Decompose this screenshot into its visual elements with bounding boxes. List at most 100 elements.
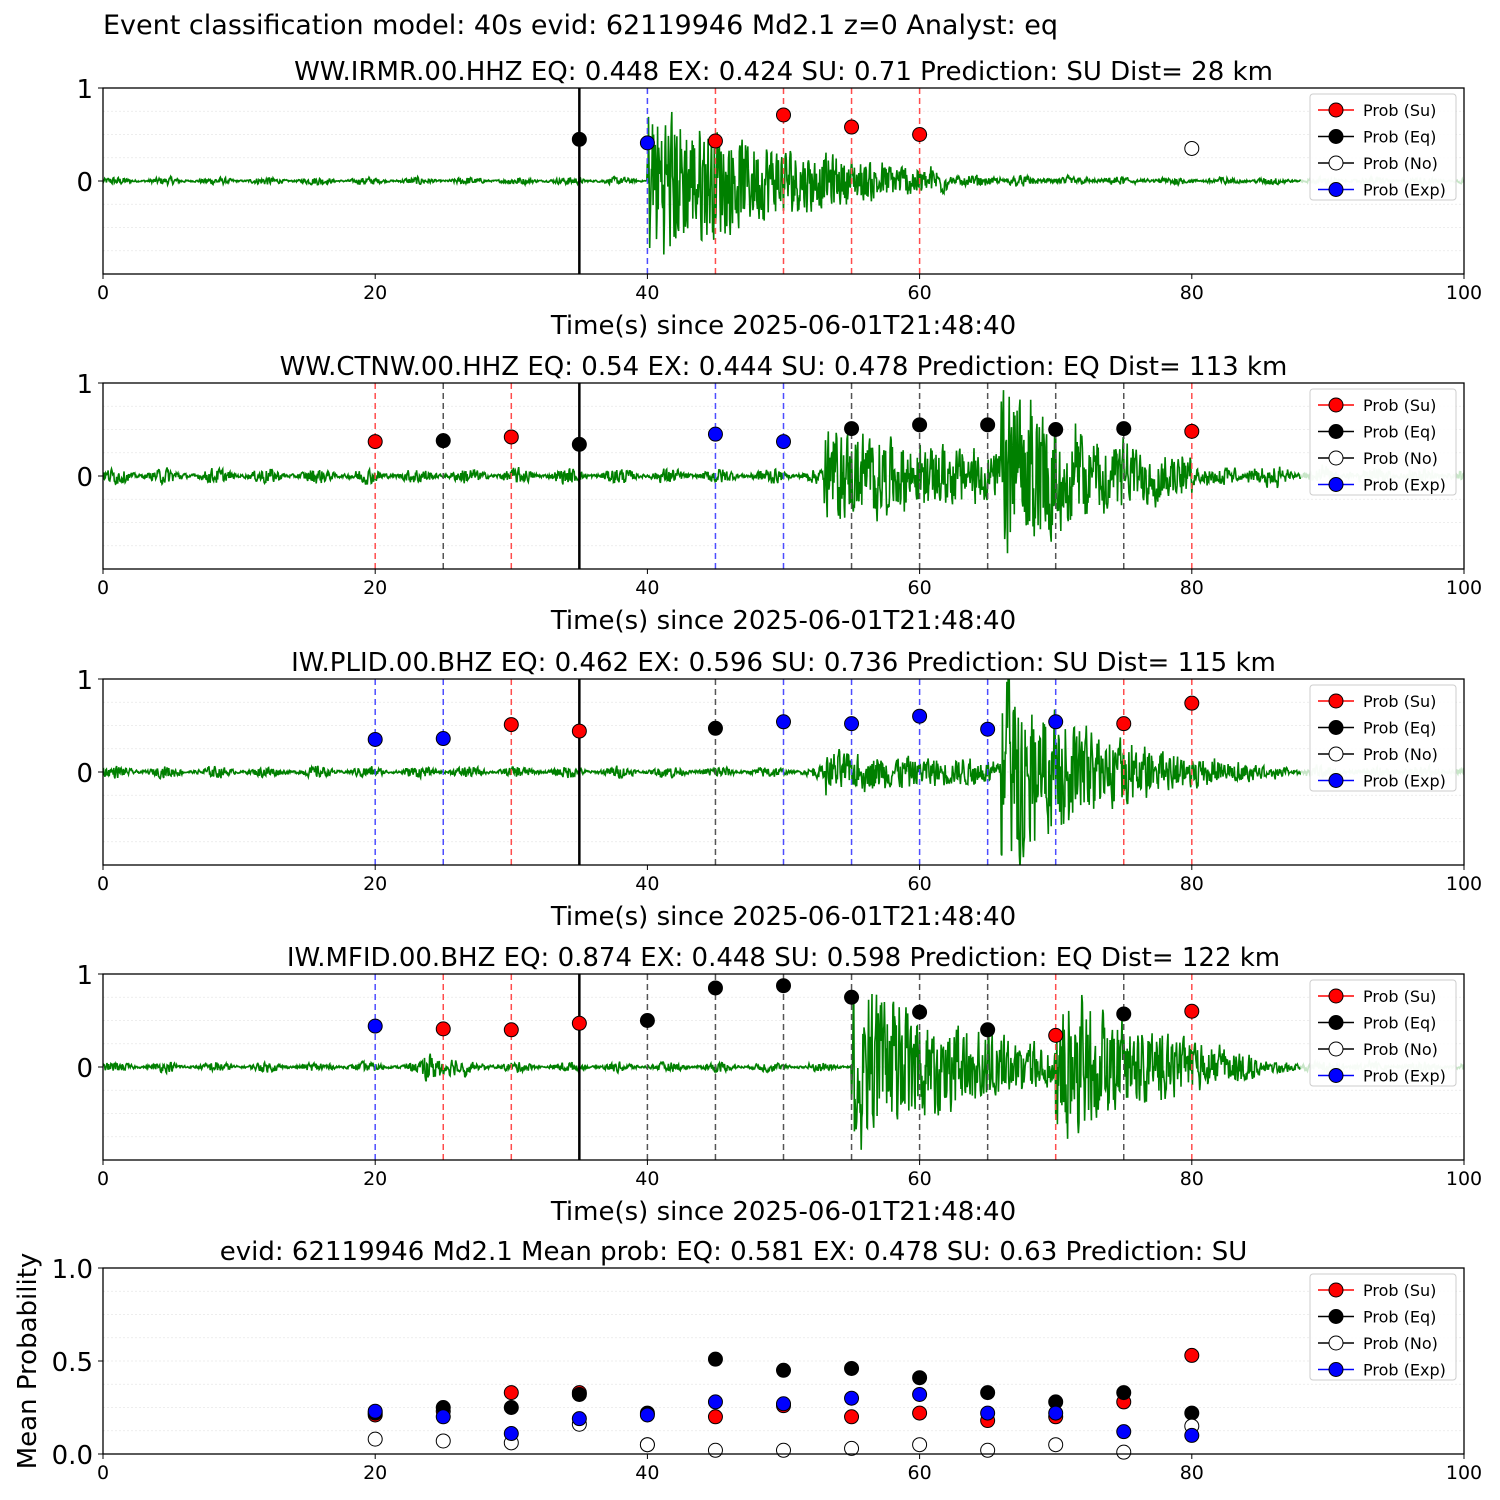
mean-prob-marker bbox=[639, 1407, 655, 1423]
mean-prob-marker bbox=[707, 1351, 723, 1367]
x-tick-label: 40 bbox=[635, 873, 659, 895]
x-tick-label: 100 bbox=[1446, 577, 1482, 599]
prob-marker-exp bbox=[367, 731, 383, 747]
x-tick-label: 0 bbox=[97, 873, 109, 895]
mean-prob-marker bbox=[1116, 1385, 1132, 1401]
x-tick-label: 60 bbox=[908, 282, 932, 304]
panel-title: IW.PLID.00.BHZ EQ: 0.462 EX: 0.596 SU: 0… bbox=[291, 648, 1276, 678]
prob-marker-eq bbox=[844, 421, 860, 437]
prob-marker-eq bbox=[980, 417, 996, 433]
panel-title: evid: 62119946 Md2.1 Mean prob: EQ: 0.58… bbox=[220, 1237, 1247, 1267]
y-tick-label: 1 bbox=[76, 370, 93, 400]
mean-prob-marker bbox=[1184, 1347, 1200, 1363]
mean-prob-marker bbox=[776, 1362, 791, 1378]
prob-marker-eq bbox=[912, 1004, 928, 1020]
legend-label: Prob (Exp) bbox=[1363, 1361, 1446, 1380]
x-tick-label: 40 bbox=[635, 282, 659, 304]
x-tick-label: 80 bbox=[1180, 1168, 1204, 1190]
x-tick-label: 40 bbox=[635, 577, 659, 599]
mean-prob-marker bbox=[707, 1442, 723, 1458]
y-tick-label: 0 bbox=[76, 463, 93, 493]
panel-title: IW.MFID.00.BHZ EQ: 0.874 EX: 0.448 SU: 0… bbox=[287, 943, 1280, 973]
y-axis-label: Mean Probability bbox=[13, 1253, 43, 1470]
legend-marker bbox=[1328, 477, 1344, 492]
x-tick-label: 0 bbox=[97, 577, 109, 599]
prob-marker-su bbox=[776, 107, 791, 123]
station-panel-2: WW.CTNW.00.HHZ EQ: 0.54 EX: 0.444 SU: 0.… bbox=[76, 352, 1482, 636]
legend-box bbox=[1309, 684, 1457, 792]
prob-marker-su bbox=[1184, 1003, 1200, 1019]
legend-label: Prob (Exp) bbox=[1363, 181, 1446, 200]
prob-marker-exp bbox=[912, 708, 928, 724]
seismogram-trace bbox=[103, 390, 1302, 554]
prob-marker-su bbox=[1184, 695, 1200, 711]
mean-prob-marker bbox=[571, 1411, 587, 1427]
legend-marker bbox=[1328, 182, 1344, 197]
y-tick-label: 0.5 bbox=[52, 1348, 93, 1378]
prob-marker-exp bbox=[639, 135, 655, 151]
x-tick-label: 100 bbox=[1446, 1168, 1482, 1190]
x-tick-label: 20 bbox=[363, 282, 387, 304]
legend-label: Prob (Exp) bbox=[1363, 476, 1446, 495]
legend-marker bbox=[1328, 1335, 1344, 1351]
x-tick-label: 0 bbox=[97, 282, 109, 304]
prob-marker-su bbox=[571, 723, 587, 739]
legend-label: Prob (Exp) bbox=[1363, 1067, 1446, 1086]
x-tick-label: 20 bbox=[363, 1168, 387, 1190]
legend-label: Prob (No) bbox=[1363, 154, 1438, 173]
prob-marker-eq bbox=[1116, 421, 1132, 437]
y-tick-label: 0 bbox=[76, 759, 93, 789]
prob-marker-su bbox=[844, 119, 860, 135]
prob-marker-exp bbox=[980, 721, 996, 737]
panel-title: WW.CTNW.00.HHZ EQ: 0.54 EX: 0.444 SU: 0.… bbox=[280, 352, 1288, 382]
mean-prob-marker bbox=[503, 1385, 519, 1401]
mean-prob-marker bbox=[367, 1403, 383, 1419]
mean-prob-marker bbox=[844, 1390, 860, 1406]
mean-prob-marker bbox=[844, 1440, 860, 1456]
prob-marker-su bbox=[435, 1021, 451, 1037]
mean-prob-marker bbox=[776, 1396, 791, 1412]
y-tick-label: 0.0 bbox=[52, 1441, 93, 1471]
x-tick-label: 100 bbox=[1446, 282, 1482, 304]
legend-marker bbox=[1328, 102, 1344, 118]
mean-prob-marker bbox=[1184, 1405, 1200, 1421]
mean-prob-marker bbox=[1116, 1444, 1132, 1460]
legend-label: Prob (Eq) bbox=[1363, 423, 1436, 442]
mean-prob-marker bbox=[1048, 1437, 1064, 1453]
y-tick-label: 1 bbox=[76, 666, 93, 696]
x-tick-label: 20 bbox=[363, 577, 387, 599]
station-panel-4: IW.MFID.00.BHZ EQ: 0.874 EX: 0.448 SU: 0… bbox=[76, 943, 1482, 1227]
prob-marker-su bbox=[707, 133, 723, 149]
x-tick-label: 20 bbox=[363, 873, 387, 895]
prob-marker-su bbox=[503, 1022, 519, 1038]
prob-marker-exp bbox=[1048, 714, 1064, 730]
x-tick-label: 100 bbox=[1446, 873, 1482, 895]
prob-marker-eq bbox=[912, 417, 928, 433]
legend-marker bbox=[1328, 397, 1344, 413]
prob-marker-eq bbox=[571, 436, 587, 452]
prob-marker-exp bbox=[776, 714, 791, 730]
y-tick-label: 1.0 bbox=[52, 1255, 93, 1285]
y-tick-label: 0 bbox=[76, 168, 93, 198]
prob-marker-eq bbox=[639, 1013, 655, 1028]
legend-label: Prob (Su) bbox=[1363, 692, 1436, 711]
legend-label: Prob (Eq) bbox=[1363, 128, 1436, 147]
mean-prob-marker bbox=[707, 1394, 723, 1410]
legend-label: Prob (Eq) bbox=[1363, 1014, 1436, 1033]
legend-label: Prob (Su) bbox=[1363, 1281, 1436, 1300]
mean-prob-marker bbox=[844, 1360, 860, 1376]
x-axis-label: Time(s) since 2025-06-01T21:48:40 bbox=[550, 902, 1016, 932]
mean-prob-marker bbox=[912, 1437, 928, 1453]
legend-marker bbox=[1328, 1015, 1344, 1030]
y-tick-label: 1 bbox=[76, 75, 93, 105]
x-axis-label: Time(s) since 2025-06-01T21:48:40 bbox=[550, 1197, 1016, 1227]
x-tick-label: 80 bbox=[1180, 873, 1204, 895]
legend-marker bbox=[1328, 693, 1344, 709]
prob-marker-su bbox=[367, 434, 383, 450]
x-tick-label: 60 bbox=[908, 1168, 932, 1190]
mean-prob-marker bbox=[435, 1409, 451, 1425]
mean-prob-marker bbox=[639, 1437, 655, 1453]
prob-marker-su bbox=[1184, 423, 1200, 439]
legend-label: Prob (No) bbox=[1363, 449, 1438, 468]
